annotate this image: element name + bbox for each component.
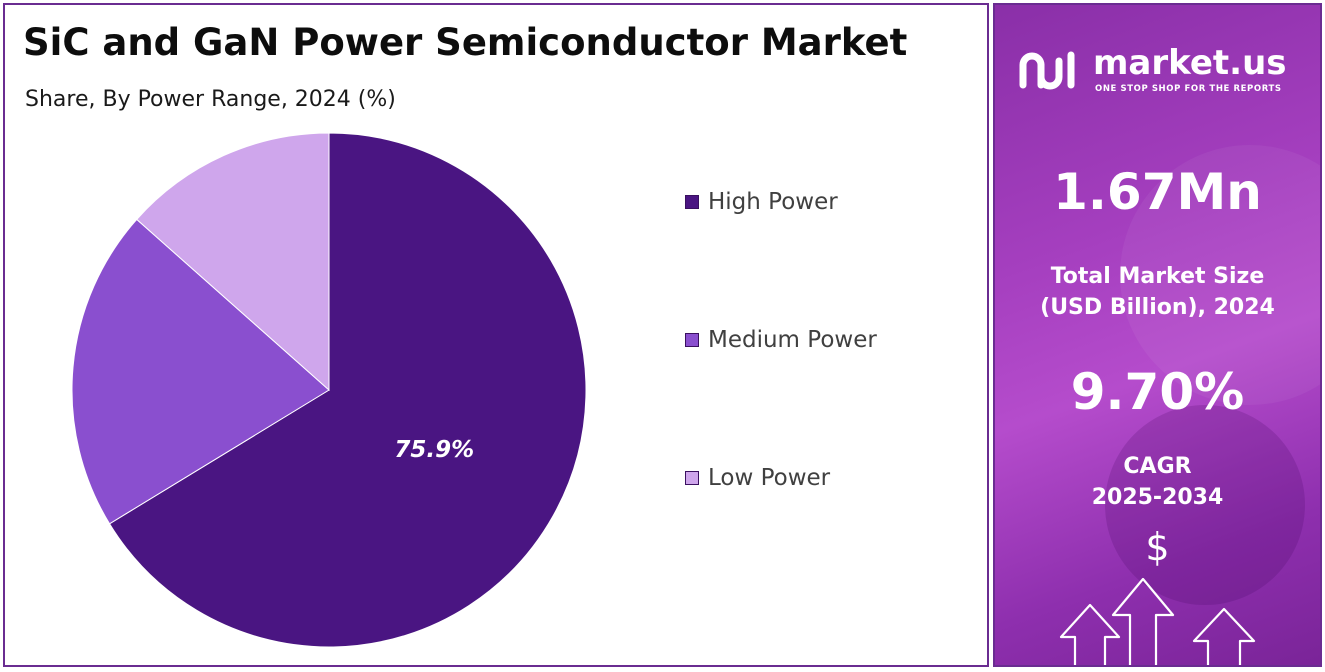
market-size-label: Total Market Size (USD Billion), 2024 xyxy=(995,261,1320,323)
cagr-label-line1: CAGR xyxy=(1123,454,1192,479)
brand-logo: market.us ONE STOP SHOP FOR THE REPORTS xyxy=(1017,43,1307,103)
chart-subtitle: Share, By Power Range, 2024 (%) xyxy=(25,87,396,112)
market-us-logo-icon xyxy=(1019,51,1075,90)
legend-swatch-medium-power xyxy=(685,333,699,347)
cagr-label: CAGR 2025-2034 xyxy=(995,451,1320,513)
background-decoration xyxy=(1120,145,1320,405)
dollar-icon: $ xyxy=(1145,525,1170,569)
pie-slice-high-power xyxy=(108,132,587,648)
chart-panel: SiC and GaN Power Semiconductor Market S… xyxy=(3,3,989,667)
background-decoration xyxy=(1105,405,1305,605)
market-size-label-line2: (USD Billion), 2024 xyxy=(1040,295,1275,320)
pie-slice-medium-power xyxy=(71,218,330,525)
chart-title: SiC and GaN Power Semiconductor Market xyxy=(23,21,908,64)
brand-name: market.us xyxy=(1093,43,1287,83)
legend-label-low-power: Low Power xyxy=(708,465,831,491)
info-panel: market.us ONE STOP SHOP FOR THE REPORTS … xyxy=(993,3,1322,667)
market-size-value: 1.67Mn xyxy=(1053,163,1262,221)
market-size-label-line1: Total Market Size xyxy=(1050,264,1265,289)
pie-data-label: 75.9% xyxy=(394,437,474,463)
pie-slices xyxy=(71,132,587,648)
legend-label-high-power: High Power xyxy=(708,189,838,215)
pie-labels: 75.9% xyxy=(394,437,474,463)
legend-item-low-power: Low Power xyxy=(685,465,830,491)
legend-item-high-power: High Power xyxy=(685,189,838,215)
pie-chart: 75.9% xyxy=(71,132,587,648)
pie-slice-low-power xyxy=(136,132,330,392)
legend-item-medium-power: Medium Power xyxy=(685,327,877,353)
cagr-value: 9.70% xyxy=(1070,363,1245,421)
growth-arrows-icon xyxy=(1059,577,1256,665)
legend-swatch-high-power xyxy=(685,195,699,209)
cagr-label-line2: 2025-2034 xyxy=(1091,485,1224,510)
legend-label-medium-power: Medium Power xyxy=(708,327,877,353)
legend-swatch-low-power xyxy=(685,471,699,485)
brand-tagline: ONE STOP SHOP FOR THE REPORTS xyxy=(1095,84,1282,94)
